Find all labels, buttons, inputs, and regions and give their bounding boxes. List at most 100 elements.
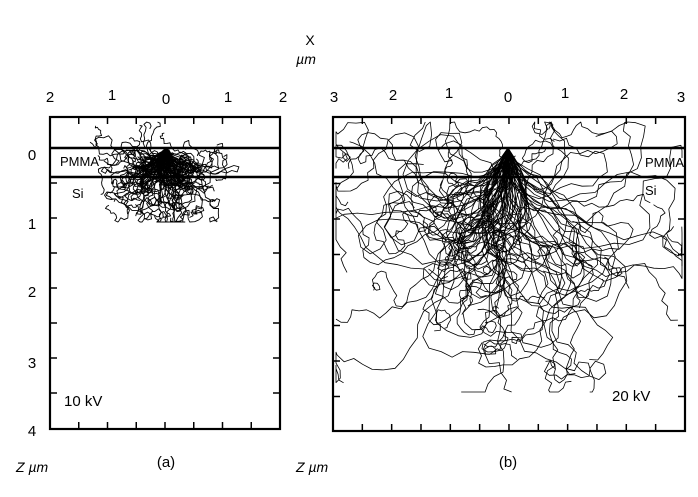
electron-trajectory: [461, 147, 514, 393]
panel-a-z-tick-label: 3: [28, 355, 36, 372]
panel-b-energy-label: 20 kV: [612, 388, 650, 405]
electron-trajectory: [453, 147, 530, 254]
panel-b-x-tick-label: 0: [504, 89, 512, 106]
electron-trajectory: [132, 147, 167, 193]
electron-trajectory: [507, 147, 607, 380]
electron-trajectory: [163, 147, 195, 194]
electron-trajectory: [446, 147, 509, 238]
electron-trajectory: [507, 147, 634, 254]
electron-trajectory: [507, 144, 683, 249]
panel-b-x-tick-label: 2: [389, 87, 397, 104]
electron-trajectory: [443, 147, 509, 218]
electron-trajectory: [477, 147, 619, 368]
electron-trajectory: [484, 147, 572, 393]
panel-b-x-tick-label: 3: [677, 89, 685, 106]
electron-trajectory: [435, 132, 509, 226]
electron-trajectory: [428, 147, 509, 236]
electron-trajectory: [165, 147, 228, 182]
panel-b-label: (b): [499, 454, 517, 471]
electron-trajectory: [507, 121, 569, 200]
panel-a-x-tick-label: 2: [46, 89, 54, 106]
electron-trajectory: [138, 147, 167, 177]
panel-a-x-tick-label: 1: [224, 89, 232, 106]
panel-b-ticks: [333, 117, 685, 431]
electron-trajectory: [507, 137, 608, 194]
electron-trajectory: [383, 147, 510, 246]
electron-trajectory: [127, 147, 169, 192]
electron-trajectory: [507, 121, 566, 190]
panel-a-z-axis-title: Z µm: [15, 459, 49, 475]
electron-trajectory: [402, 134, 509, 218]
electron-trajectory: [373, 147, 509, 255]
electron-trajectory: [456, 147, 509, 250]
panel-b-x-tick-label: 1: [561, 85, 569, 102]
electron-trajectory: [492, 147, 563, 305]
panel-a-ticks: [50, 117, 280, 429]
electron-trajectory: [349, 141, 512, 219]
electron-trajectory: [410, 147, 509, 304]
x-axis-title-unit: µm: [296, 51, 316, 67]
electron-trajectory: [335, 147, 511, 323]
x-axis-title-symbol: X: [305, 32, 315, 48]
panel-a: 2 1 0 1 2 0 1 2 3 4 PMMA Si 10 kV: [28, 87, 287, 440]
electron-trajectory: [132, 147, 167, 172]
electron-trajectory: [165, 147, 228, 173]
electron-trajectory: [507, 147, 678, 321]
electron-trajectory: [444, 147, 522, 267]
panel-a-energy-label: 10 kV: [64, 393, 102, 410]
electron-trajectory: [481, 147, 546, 302]
panel-a-trajectories: [89, 121, 240, 223]
electron-trajectory: [384, 147, 514, 265]
panel-b-x-tick-label: 3: [330, 89, 338, 106]
electron-trajectory: [504, 147, 576, 375]
electron-trajectory: [97, 147, 168, 171]
electron-trajectory: [484, 147, 599, 292]
electron-trajectory: [438, 140, 509, 232]
electron-trajectory: [445, 121, 509, 173]
panel-a-z-tick-label: 2: [28, 284, 36, 301]
electron-trajectory: [335, 132, 509, 219]
panel-a-z-tick-label: 4: [28, 423, 36, 440]
electron-trajectory: [94, 125, 167, 158]
electron-trajectory: [164, 147, 190, 223]
panel-b-x-tick-label: 2: [620, 86, 628, 103]
electron-trajectory: [456, 147, 511, 336]
electron-trajectory: [441, 147, 511, 280]
panel-a-pmma-label: PMMA: [60, 154, 99, 169]
electron-trajectory: [165, 139, 205, 173]
panel-a-label: (a): [157, 454, 175, 471]
electron-trajectory: [142, 121, 167, 155]
electron-trajectory: [503, 147, 614, 361]
panel-b-pmma-label: PMMA: [645, 155, 684, 170]
electron-trajectory: [507, 147, 586, 267]
electron-trajectory: [165, 147, 221, 168]
panel-a-x-tick-label: 2: [279, 89, 287, 106]
electron-trajectory: [462, 147, 509, 298]
electron-trajectory: [388, 147, 527, 234]
electron-trajectory: [507, 147, 585, 294]
electron-trajectory: [165, 147, 221, 208]
electron-trajectory: [492, 147, 532, 288]
panel-b-si-label: Si: [645, 183, 657, 198]
electron-trajectory: [128, 137, 167, 158]
electron-trajectory: [434, 147, 509, 329]
electron-trajectory: [507, 147, 651, 208]
panel-a-z-tick-label: 1: [28, 216, 36, 233]
electron-trajectory: [492, 147, 516, 317]
electron-trajectory: [458, 147, 509, 307]
electron-trajectory: [139, 147, 168, 223]
electron-trajectory: [482, 147, 551, 263]
electron-trajectory: [505, 147, 630, 289]
panel-a-x-tick-label: 1: [108, 87, 116, 104]
electron-trajectory: [507, 147, 683, 257]
electron-trajectory: [483, 147, 518, 360]
electron-trajectory: [477, 147, 628, 348]
panel-a-si-label: Si: [72, 186, 84, 201]
electron-trajectory: [503, 121, 634, 210]
electron-trajectory: [158, 147, 191, 200]
electron-trajectory: [507, 147, 610, 309]
panel-b: 3 2 1 0 1 2 3 PMMA Si 20 kV: [330, 85, 687, 433]
electron-trajectory: [503, 147, 578, 344]
